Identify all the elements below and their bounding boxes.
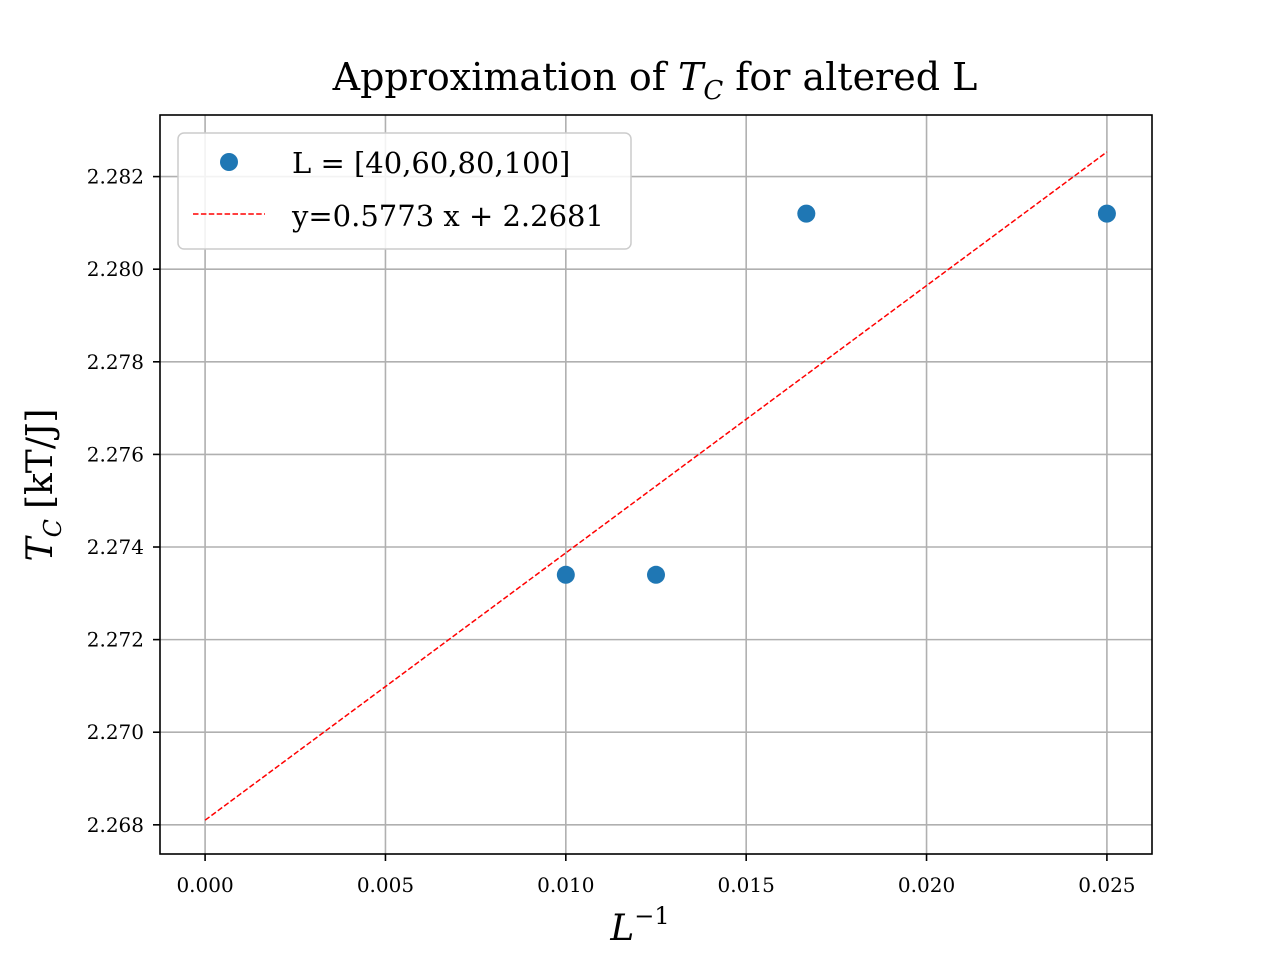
y-tick-label: 2.270 [87, 720, 144, 744]
y-tick-label: 2.282 [87, 165, 144, 189]
x-tick-label: 0.010 [537, 873, 594, 897]
y-tick-label: 2.274 [87, 535, 144, 559]
chart-title: Approximation of TC for altered L [332, 55, 978, 106]
data-point [647, 565, 665, 584]
y-tick-label: 2.280 [87, 257, 144, 281]
x-tick-label: 0.000 [176, 873, 233, 897]
y-axis-label: TC[kT/J] [20, 409, 67, 562]
x-tick-label: 0.025 [1078, 873, 1135, 897]
fit-line [204, 151, 1108, 821]
data-point [556, 565, 575, 584]
series-layer [204, 151, 1116, 821]
x-tick-label: 0.015 [718, 873, 775, 897]
legend: L = [40,60,80,100] y=0.5773 x + 2.2681 [177, 132, 632, 250]
legend-marker-scatter [220, 153, 238, 171]
legend-label-fit-line: y=0.5773 x + 2.2681 [291, 199, 604, 233]
y-tick-label: 2.268 [87, 813, 144, 837]
axes-frame [159, 114, 1153, 855]
x-tick-label: 0.020 [898, 873, 955, 897]
axis-ticks: 0.000 0.005 0.010 0.015 0.020 0.025 2.268 2.270… [87, 165, 1136, 897]
y-tick-label: 2.272 [87, 628, 144, 652]
x-axis-label: L−1 [609, 902, 669, 949]
y-tick-label: 2.276 [87, 442, 144, 466]
y-tick-label: 2.278 [87, 350, 144, 374]
x-tick-label: 0.005 [357, 873, 414, 897]
legend-label-scatter: L = [40,60,80,100] [292, 146, 570, 180]
data-point [797, 204, 816, 223]
grid [160, 115, 1152, 854]
legend-box [177, 132, 632, 250]
data-point [1097, 204, 1116, 223]
